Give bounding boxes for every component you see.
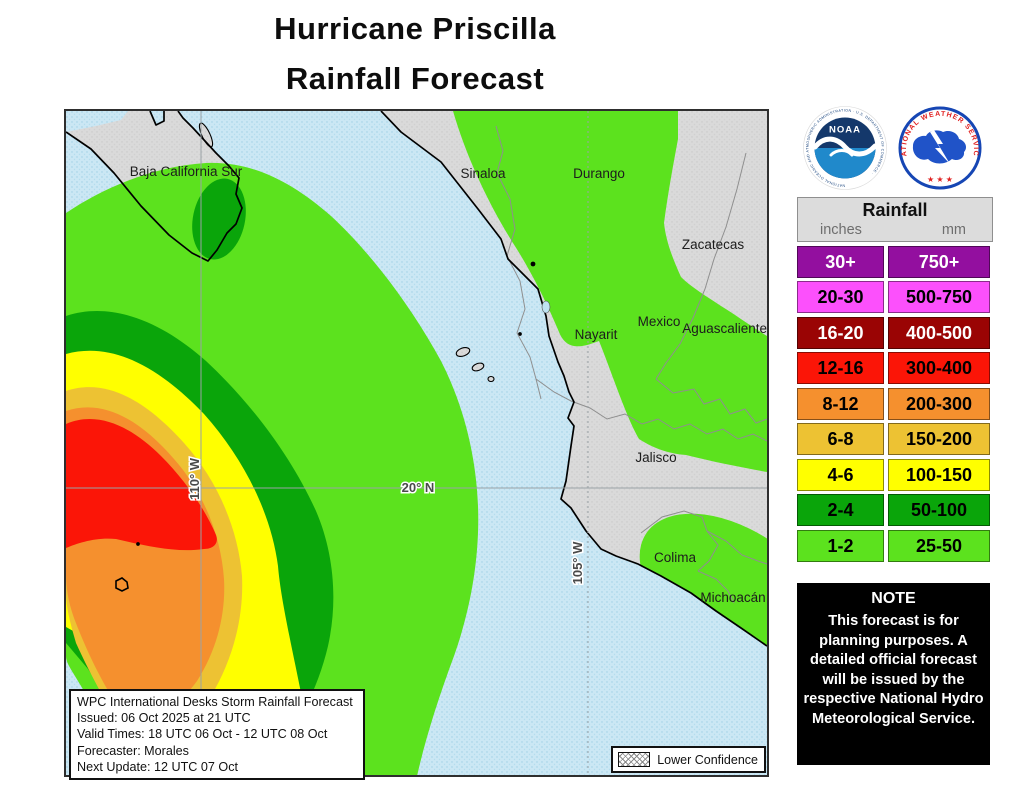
islas-marias-3 [487, 375, 495, 383]
nws-logo-graphic: NATIONAL WEATHER SERVICE ★ ★ ★ [895, 101, 982, 190]
nws-stars: ★ ★ ★ [927, 175, 953, 184]
legend-cell-mm: 25-50 [888, 529, 990, 562]
noaa-wordmark: NOAA [829, 125, 861, 136]
legend-cell-inches: 6-8 [797, 423, 884, 455]
lower-confidence-hatch-icon [618, 752, 651, 767]
lower-confidence-label: Lower Confidence [657, 752, 758, 767]
legend-cell-inches: 2-4 [797, 494, 884, 526]
legend-title: Rainfall [862, 200, 928, 220]
state-label: Sinaloa [460, 166, 506, 181]
forecast-map: 110° W 105° W 20° N Baja California Sur S… [64, 109, 769, 781]
coastlines [66, 111, 767, 647]
isla-isabel [518, 332, 522, 336]
legend-unit-mm: mm [941, 222, 966, 238]
state-label: Aguascalientes [682, 321, 767, 336]
legend-cell-inches: 20-30 [797, 281, 884, 313]
forecast-info-box: WPC International Desks Storm Rainfall F… [69, 689, 365, 781]
legend-row: 30+ 750+ [797, 245, 993, 278]
graticule [66, 111, 767, 775]
note-box: NOTE This forecast is for planning purpo… [797, 583, 990, 765]
forecast-info-line: WPC International Desks Storm Rainfall F… [77, 695, 353, 709]
legend-cell-mm: 500-750 [888, 281, 990, 313]
islands [115, 122, 522, 592]
nws-logo: NATIONAL WEATHER SERVICE ★ ★ ★ [895, 101, 982, 190]
map-canvas: 110° W 105° W 20° N Baja California Sur S… [66, 111, 767, 775]
note-title: NOTE [871, 590, 916, 607]
legend-row: 6-8 150-200 [797, 423, 993, 455]
legend-row: 8-12 200-300 [797, 387, 993, 420]
forecast-info-line: Issued: 06 Oct 2025 at 21 UTC [77, 711, 251, 726]
state-label: Durango [573, 166, 625, 181]
legend-cell-mm: 150-200 [888, 423, 990, 455]
legend-cell-inches: 30+ [797, 245, 884, 278]
nws-lightning-icon [930, 130, 950, 164]
forecast-info-line: Next Update: 12 UTC 07 Oct [77, 759, 238, 774]
note-body: This forecast is for planning purposes. … [803, 613, 984, 727]
page-title: Hurricane Priscilla Rainfall Forecast [0, 4, 830, 104]
state-label: Michoacán [700, 590, 765, 605]
state-label: Baja California Sur [130, 164, 243, 179]
legend-cell-mm: 300-400 [888, 352, 990, 384]
rainfall-legend: Rainfall inches mm 30+ 750+ 20-30 500-750 16… [797, 197, 993, 562]
legend-cell-inches: 4-6 [797, 458, 884, 491]
legend-cell-inches: 16-20 [797, 316, 884, 349]
noaa-logo: NATIONAL OCEANIC AND ATMOSPHERIC ADMINIS… [803, 106, 887, 190]
state-label: Mexico [638, 314, 681, 329]
islas-marias-1 [455, 346, 471, 358]
legend-row: 1-2 25-50 [797, 529, 993, 562]
forecast-info-line: Forecaster: Morales [77, 743, 189, 758]
coastal-lagoon-mark [530, 261, 536, 267]
legend-cell-mm: 50-100 [888, 494, 990, 526]
forecast-info-line: Valid Times: 18 UTC 06 Oct - 12 UTC 08 O… [77, 727, 328, 742]
state-labels: Baja California Sur Sinaloa Durango Zacatec… [130, 164, 767, 605]
gridline-label-110w: 110° W [187, 457, 202, 500]
legend-unit-inches: inches [820, 222, 862, 238]
state-label: Jalisco [635, 450, 676, 465]
state-label: Zacatecas [682, 237, 745, 252]
gridline-label-105w: 105° W [570, 541, 585, 585]
coastal-lake [541, 300, 551, 314]
legend-row: 12-16 300-400 [797, 352, 993, 384]
rainfall-legend-header: Rainfall inches mm [797, 197, 993, 242]
legend-row: 16-20 400-500 [797, 316, 993, 349]
noaa-gull-icon [812, 136, 878, 157]
small-island-dot [136, 542, 140, 546]
mainland-1-2in-band [453, 111, 767, 472]
legend-row: 20-30 500-750 [797, 281, 993, 313]
state-label: Nayarit [575, 327, 618, 342]
contour-12-16in [66, 419, 217, 551]
lower-confidence-box: Lower Confidence [611, 746, 766, 773]
title-line-1: Hurricane Priscilla [274, 11, 556, 46]
legend-cell-mm: 750+ [888, 245, 990, 278]
mainland-mexico [381, 111, 767, 646]
state-borders [495, 125, 767, 604]
title-line-2: Rainfall Forecast [285, 61, 545, 96]
legend-cell-mm: 200-300 [888, 387, 990, 420]
legend-row: 4-6 100-150 [797, 458, 993, 491]
legend-row: 2-4 50-100 [797, 494, 993, 526]
baja-tip-2-4in-patch [192, 178, 246, 260]
legend-rows: 30+ 750+ 20-30 500-750 16-20 400-500 12-16 300-… [797, 245, 993, 562]
gridline-label-20n: 20° N [402, 480, 435, 495]
isla-socorro [115, 577, 129, 592]
state-label: Colima [654, 550, 697, 565]
legend-cell-inches: 12-16 [797, 352, 884, 384]
legend-cell-inches: 1-2 [797, 529, 884, 562]
noaa-logo-graphic: NATIONAL OCEANIC AND ATMOSPHERIC ADMINIS… [803, 106, 887, 190]
legend-cell-inches: 8-12 [797, 387, 884, 420]
legend-cell-mm: 100-150 [888, 458, 990, 491]
legend-cell-mm: 400-500 [888, 316, 990, 349]
islas-marias-2 [471, 362, 485, 372]
